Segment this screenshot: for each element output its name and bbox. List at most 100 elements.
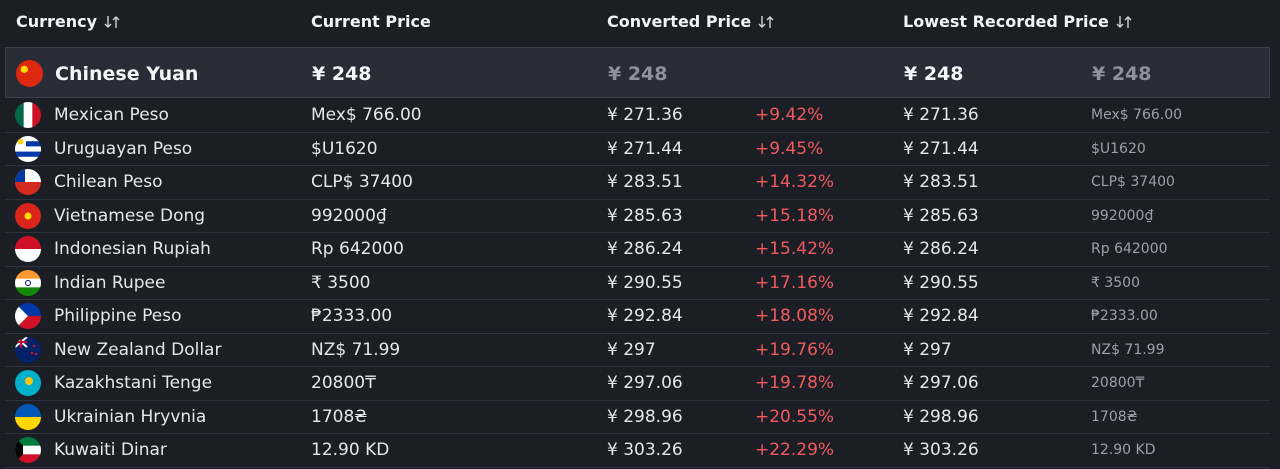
sort-icon[interactable] bbox=[757, 14, 775, 30]
current-price: 992000₫ bbox=[311, 205, 387, 226]
currency-row: Kuwaiti Dinar 12.90 KD ¥ 303.26 +22.29% ¥ 30… bbox=[5, 434, 1270, 468]
converted-price: ¥ 283.51 bbox=[607, 172, 683, 192]
sort-icon[interactable] bbox=[1115, 14, 1133, 30]
currency-row: New Zealand Dollar NZ$ 71.99 ¥ 297 +19.76% ¥… bbox=[5, 334, 1270, 367]
lowest-original: Mex$ 766.00 bbox=[1091, 107, 1183, 123]
price-change: +9.42% bbox=[755, 105, 824, 125]
currency-name: Kazakhstani Tenge bbox=[54, 373, 213, 393]
converted-price: ¥ 271.44 bbox=[607, 138, 683, 159]
currency-name: Vietnamese Dong bbox=[54, 205, 206, 226]
currency-name: Chilean Peso bbox=[54, 172, 163, 192]
flag-icon bbox=[15, 102, 41, 128]
flag-icon bbox=[15, 202, 41, 229]
current-price: NZ$ 71.99 bbox=[311, 339, 401, 360]
currency-row: Chilean Peso CLP$ 37400 ¥ 283.51 +14.32% ¥ 2… bbox=[5, 166, 1270, 200]
price-change: +9.45% bbox=[755, 138, 824, 159]
currency-row: Mexican Peso Mex$ 766.00 ¥ 271.36 +9.42% ¥ 2… bbox=[5, 99, 1270, 133]
current-price: Rp 642000 bbox=[311, 239, 404, 259]
lowest-original: CLP$ 37400 bbox=[1091, 174, 1175, 190]
lowest-original: 992000₫ bbox=[1091, 207, 1154, 224]
lowest-price: ¥ 285.63 bbox=[903, 205, 979, 226]
lowest-price: ¥ 290.55 bbox=[903, 272, 979, 293]
flag-icon bbox=[15, 370, 41, 396]
flag-icon bbox=[15, 403, 41, 430]
flag-icon bbox=[15, 135, 41, 162]
column-header[interactable]: Lowest Recorded Price bbox=[903, 12, 1133, 31]
lowest-price: ¥ 297.06 bbox=[903, 373, 979, 393]
lowest-price: ¥ 297 bbox=[903, 339, 952, 360]
lowest-price: ¥ 286.24 bbox=[903, 239, 979, 259]
currency-name: Indian Rupee bbox=[54, 272, 166, 293]
lowest-original: ₹ 3500 bbox=[1091, 274, 1140, 291]
flag-icon bbox=[15, 336, 41, 363]
lowest-price: ¥ 248 bbox=[904, 63, 964, 85]
sort-icon[interactable] bbox=[103, 14, 121, 30]
converted-price: ¥ 248 bbox=[608, 63, 668, 85]
column-title: Lowest Recorded Price bbox=[903, 12, 1109, 31]
lowest-original: Rp 642000 bbox=[1091, 241, 1168, 257]
column-title: Converted Price bbox=[607, 12, 752, 31]
currency-name: Uruguayan Peso bbox=[54, 138, 193, 159]
converted-price: ¥ 298.96 bbox=[607, 406, 683, 427]
lowest-original: 1708₴ bbox=[1091, 408, 1138, 425]
currency-name: Mexican Peso bbox=[54, 105, 169, 125]
converted-price: ¥ 303.26 bbox=[607, 440, 683, 460]
column-title: Current Price bbox=[311, 12, 431, 31]
current-price: 12.90 KD bbox=[311, 440, 390, 460]
price-change: +18.08% bbox=[755, 306, 835, 326]
current-price: 20800₸ bbox=[311, 373, 376, 393]
currency-name: Indonesian Rupiah bbox=[54, 239, 211, 259]
currency-name: Kuwaiti Dinar bbox=[54, 440, 167, 460]
current-price: ₹ 3500 bbox=[311, 272, 371, 293]
lowest-price: ¥ 292.84 bbox=[903, 306, 979, 326]
currency-row: Kazakhstani Tenge 20800₸ ¥ 297.06 +19.78% ¥ … bbox=[5, 367, 1270, 401]
flag-icon bbox=[15, 269, 41, 296]
currency-row: Indonesian Rupiah Rp 642000 ¥ 286.24 +15.42… bbox=[5, 233, 1270, 267]
lowest-original: 12.90 KD bbox=[1091, 442, 1156, 458]
current-price: 1708₴ bbox=[311, 406, 368, 427]
flag-icon bbox=[15, 437, 41, 463]
currency-row: Ukrainian Hryvnia 1708₴ ¥ 298.96 +20.55% ¥ 2… bbox=[5, 401, 1270, 434]
highlight-row: Chinese Yuan ¥ 248 ¥ 248 ¥ 248 ¥ 248 bbox=[5, 47, 1270, 98]
column-header: Current Price bbox=[311, 12, 431, 31]
flag-icon bbox=[15, 236, 41, 262]
price-change: +15.18% bbox=[755, 205, 835, 226]
column-title: Currency bbox=[16, 12, 98, 31]
lowest-original: ₱2333.00 bbox=[1091, 308, 1158, 324]
converted-price: ¥ 271.36 bbox=[607, 105, 683, 125]
lowest-price: ¥ 303.26 bbox=[903, 440, 979, 460]
flag-icon bbox=[15, 303, 41, 329]
price-change: +20.55% bbox=[755, 406, 835, 427]
flag-icon bbox=[16, 60, 43, 87]
current-price: Mex$ 766.00 bbox=[311, 105, 422, 125]
lowest-price: ¥ 283.51 bbox=[903, 172, 979, 192]
table-header: Currency Current Price Converted Price Lowe… bbox=[0, 0, 1280, 45]
current-price: ₱2333.00 bbox=[311, 306, 393, 326]
price-change: +14.32% bbox=[755, 172, 835, 192]
column-header[interactable]: Converted Price bbox=[607, 12, 775, 31]
lowest-original: NZ$ 71.99 bbox=[1091, 341, 1165, 358]
lowest-price: ¥ 271.36 bbox=[903, 105, 979, 125]
converted-price: ¥ 297 bbox=[607, 339, 656, 360]
converted-price: ¥ 292.84 bbox=[607, 306, 683, 326]
price-change: +17.16% bbox=[755, 272, 835, 293]
currency-name: Ukrainian Hryvnia bbox=[54, 406, 207, 427]
currency-name: Philippine Peso bbox=[54, 306, 182, 326]
lowest-price: ¥ 298.96 bbox=[903, 406, 979, 427]
flag-icon bbox=[15, 169, 41, 195]
lowest-original: 20800₸ bbox=[1091, 375, 1145, 391]
converted-price: ¥ 297.06 bbox=[607, 373, 683, 393]
price-change: +19.78% bbox=[755, 373, 835, 393]
currency-name: Chinese Yuan bbox=[55, 63, 199, 85]
converted-price: ¥ 285.63 bbox=[607, 205, 683, 226]
converted-price: ¥ 290.55 bbox=[607, 272, 683, 293]
column-header[interactable]: Currency bbox=[16, 12, 121, 31]
current-price: CLP$ 37400 bbox=[311, 172, 413, 192]
lowest-original: ¥ 248 bbox=[1092, 63, 1152, 85]
current-price: $U1620 bbox=[311, 138, 378, 159]
converted-price: ¥ 286.24 bbox=[607, 239, 683, 259]
currency-name: New Zealand Dollar bbox=[54, 339, 222, 360]
currency-row: Indian Rupee ₹ 3500 ¥ 290.55 +17.16% ¥ 290.5… bbox=[5, 267, 1270, 300]
lowest-price: ¥ 271.44 bbox=[903, 138, 979, 159]
currency-row: Philippine Peso ₱2333.00 ¥ 292.84 +18.08% ¥ … bbox=[5, 300, 1270, 334]
